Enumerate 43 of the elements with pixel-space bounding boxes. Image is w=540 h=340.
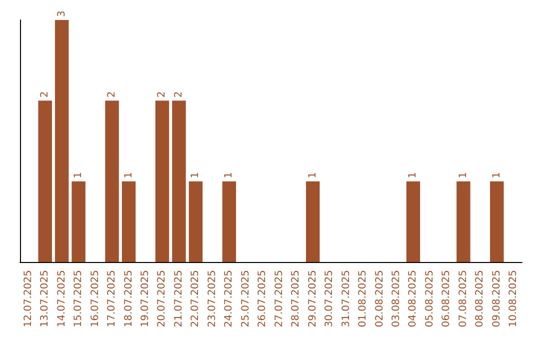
- data-label: 1: [307, 172, 318, 178]
- x-tick-label: 03.08.2025: [391, 270, 402, 328]
- x-tick-label: 16.07.2025: [90, 270, 101, 328]
- x-tick-label: 28.07.2025: [290, 270, 302, 328]
- data-label: 2: [156, 91, 168, 98]
- x-tick-label: 24.07.2025: [224, 270, 235, 328]
- x-tick-label: 29.07.2025: [307, 270, 318, 328]
- x-tick-label: 26.07.2025: [257, 270, 268, 328]
- x-tick-label: 23.07.2025: [206, 270, 218, 328]
- x-tick-label: 02.08.2025: [374, 270, 386, 328]
- data-label: 1: [408, 172, 419, 178]
- x-tick-label: 21.07.2025: [173, 270, 184, 328]
- x-tick-label: 20.07.2025: [156, 270, 168, 328]
- x-tick-label: 15.07.2025: [73, 270, 84, 328]
- x-tick-label: 14.07.2025: [56, 270, 68, 328]
- x-tick-label: 18.07.2025: [123, 270, 134, 328]
- data-label: 3: [56, 10, 68, 17]
- x-tick-label: 31.07.2025: [340, 270, 352, 328]
- data-label: 2: [40, 91, 51, 98]
- data-label: 1: [73, 172, 84, 178]
- x-tick-label: 01.08.2025: [358, 270, 369, 328]
- x-tick-label: 10.08.2025: [508, 270, 520, 328]
- data-label: 2: [173, 91, 184, 98]
- x-tick-label: 30.07.2025: [324, 270, 336, 328]
- data-label: 1: [458, 172, 469, 178]
- data-label: 1: [123, 172, 134, 178]
- x-tick-label: 09.08.2025: [491, 270, 502, 328]
- x-tick-label: 07.08.2025: [458, 270, 469, 328]
- x-tick-label: 27.07.2025: [274, 270, 285, 328]
- data-label: 1: [491, 172, 502, 178]
- data-label: 2: [106, 91, 118, 98]
- x-tick-label: 04.08.2025: [408, 270, 419, 328]
- x-tick-label: 06.08.2025: [441, 270, 452, 328]
- x-tick-label: 22.07.2025: [190, 270, 202, 328]
- x-tick-label: 12.07.2025: [22, 270, 34, 328]
- x-tick-label: 13.07.2025: [40, 270, 51, 328]
- x-tick-label: 19.07.2025: [140, 270, 151, 328]
- x-tick-label: 17.07.2025: [106, 270, 118, 328]
- x-tick-label: 05.08.2025: [424, 270, 436, 328]
- x-tick-label: 25.07.2025: [240, 270, 252, 328]
- x-tick-label: 08.08.2025: [474, 270, 486, 328]
- data-label: 1: [190, 172, 202, 178]
- data-label: 1: [224, 172, 235, 178]
